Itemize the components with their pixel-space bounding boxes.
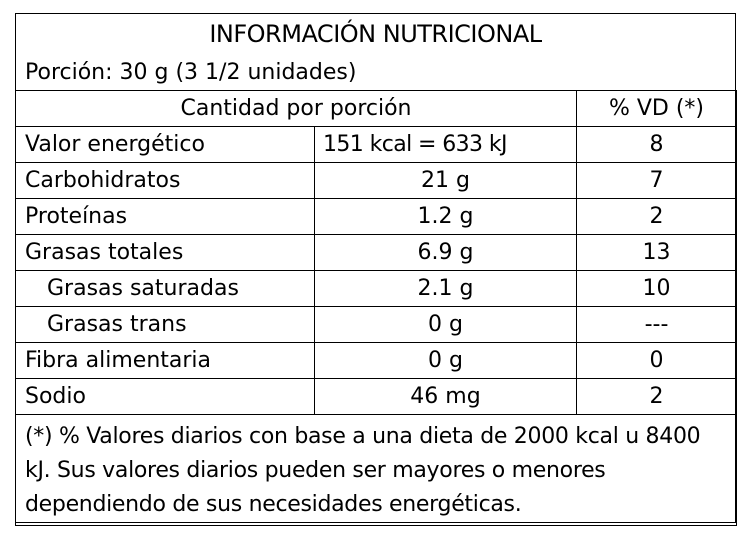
nutrient-daily-value: 8: [576, 126, 737, 163]
nutrient-daily-value: 2: [576, 378, 737, 415]
nutrient-daily-value: ---: [576, 306, 737, 343]
nutrient-amount: 151 kcal = 633 kJ: [314, 126, 577, 163]
nutrient-amount: 0 g: [314, 306, 577, 343]
nutrient-daily-value: 0: [576, 342, 737, 379]
table-row: Grasas totales 6.9 g 13: [15, 234, 737, 271]
nutrient-daily-value: 13: [576, 234, 737, 271]
footnote-text: (*) % Valores diarios con base a una die…: [15, 414, 737, 526]
table-row: Sodio 46 mg 2: [15, 378, 737, 415]
nutrient-amount: 6.9 g: [314, 234, 577, 271]
nutrient-name: Proteínas: [15, 198, 315, 235]
nutrient-name: Grasas saturadas: [15, 270, 315, 307]
nutrient-name: Valor energético: [15, 126, 315, 163]
nutrition-facts-label: INFORMACIÓN NUTRICIONAL Porción: 30 g (3…: [15, 13, 737, 526]
table-row: Grasas saturadas 2.1 g 10: [15, 270, 737, 307]
nutrient-amount: 0 g: [314, 342, 577, 379]
nutrient-name: Sodio: [15, 378, 315, 415]
nutrient-daily-value: 2: [576, 198, 737, 235]
nutrient-amount: 21 g: [314, 162, 577, 199]
nutrient-daily-value: 10: [576, 270, 737, 307]
table-row: Grasas trans 0 g ---: [15, 306, 737, 343]
table-row: Proteínas 1.2 g 2: [15, 198, 737, 235]
nutrient-amount: 2.1 g: [314, 270, 577, 307]
nutrient-amount: 46 mg: [314, 378, 577, 415]
portion-size: Porción: 30 g (3 1/2 unidades): [25, 59, 357, 85]
amount-per-portion-header: Cantidad por porción: [15, 90, 577, 127]
nutrient-name: Carbohidratos: [15, 162, 315, 199]
nutrient-amount: 1.2 g: [314, 198, 577, 235]
footnote-row: (*) % Valores diarios con base a una die…: [15, 414, 737, 526]
nutrient-name: Fibra alimentaria: [15, 342, 315, 379]
nutrient-daily-value: 7: [576, 162, 737, 199]
daily-value-header: % VD (*): [576, 90, 737, 127]
table-row: Carbohidratos 21 g 7: [15, 162, 737, 199]
table-header-row: Cantidad por porción % VD (*): [15, 90, 737, 127]
nutrition-table: Cantidad por porción % VD (*) Valor ener…: [15, 90, 737, 526]
label-title: INFORMACIÓN NUTRICIONAL: [209, 20, 542, 48]
nutrient-name: Grasas totales: [15, 234, 315, 271]
nutrient-name: Grasas trans: [15, 306, 315, 343]
table-row: Valor energético 151 kcal = 633 kJ 8: [15, 126, 737, 163]
table-row: Fibra alimentaria 0 g 0: [15, 342, 737, 379]
